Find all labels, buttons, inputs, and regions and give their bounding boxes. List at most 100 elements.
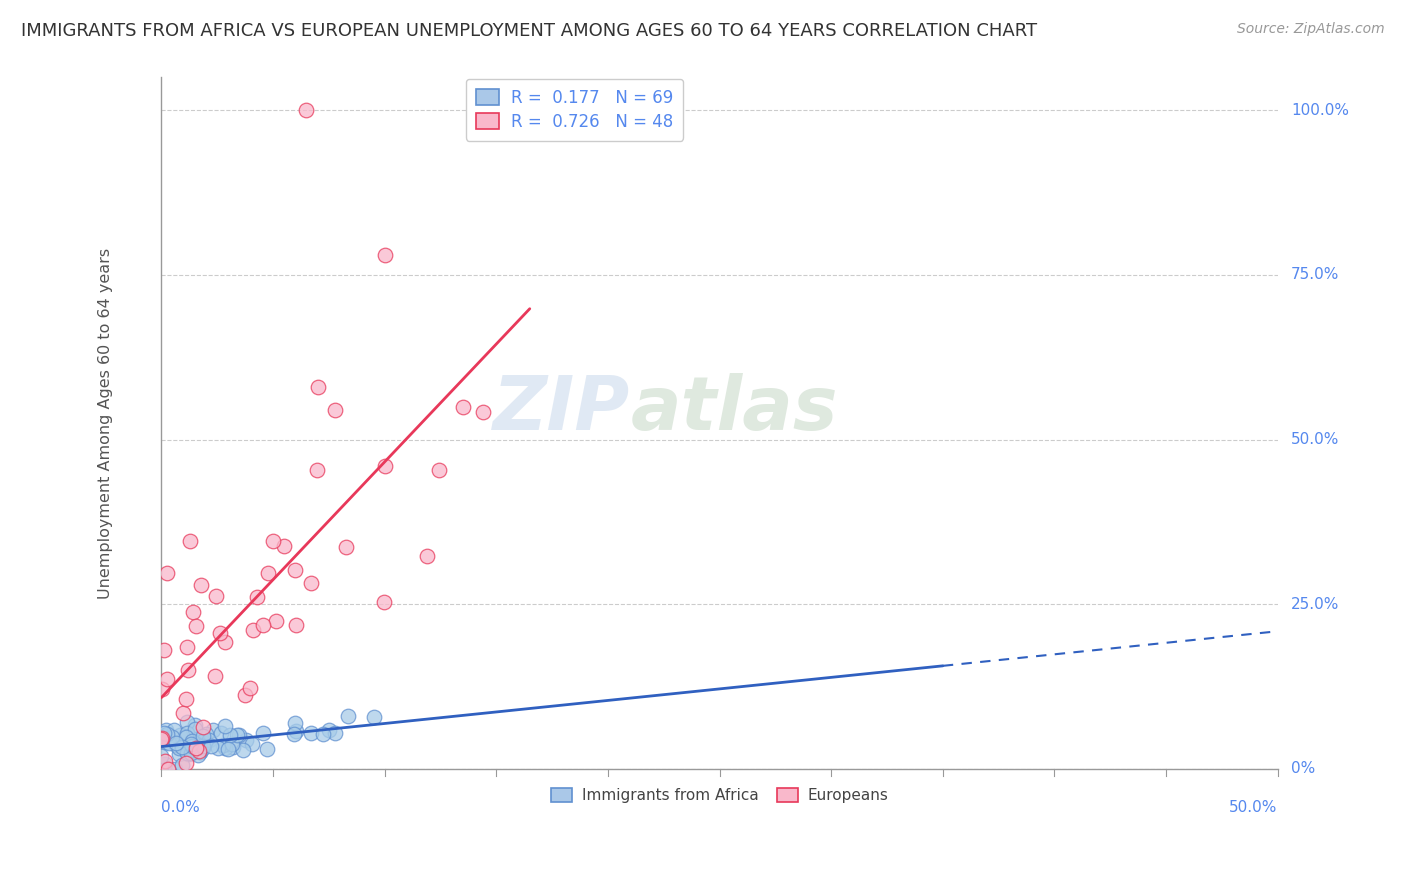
Point	[157, 762, 180, 776]
Point	[209, 726, 232, 740]
Point	[176, 692, 198, 706]
Point	[256, 566, 278, 580]
Point	[219, 728, 242, 742]
Point	[184, 718, 207, 732]
Point	[222, 740, 245, 755]
Point	[295, 103, 318, 118]
Point	[208, 626, 231, 640]
Point	[373, 595, 395, 609]
Point	[153, 756, 176, 771]
Point	[214, 719, 236, 733]
Point	[284, 617, 307, 632]
Point	[191, 739, 214, 753]
Point	[188, 745, 211, 759]
Point	[183, 738, 205, 752]
Point	[177, 664, 200, 678]
Point	[242, 624, 264, 638]
Point	[198, 732, 221, 747]
Point	[169, 728, 191, 742]
Point	[312, 727, 335, 741]
Point	[252, 618, 274, 632]
Point	[170, 740, 193, 755]
Point	[167, 747, 190, 762]
Point	[217, 742, 239, 756]
Point	[180, 746, 202, 760]
Point	[232, 743, 254, 757]
Point	[429, 462, 451, 476]
Text: 50.0%: 50.0%	[1291, 432, 1340, 447]
Text: Unemployment Among Ages 60 to 64 years: Unemployment Among Ages 60 to 64 years	[98, 247, 112, 599]
Point	[153, 726, 176, 740]
Point	[184, 619, 207, 633]
Point	[205, 589, 228, 603]
Point	[273, 539, 295, 553]
Point	[283, 727, 305, 741]
Text: Source: ZipAtlas.com: Source: ZipAtlas.com	[1237, 22, 1385, 37]
Point	[188, 745, 211, 759]
Point	[252, 725, 274, 739]
Point	[191, 729, 214, 743]
Point	[157, 736, 180, 750]
Point	[186, 740, 208, 755]
Point	[155, 723, 177, 737]
Point	[153, 755, 176, 769]
Point	[181, 605, 204, 619]
Point	[163, 762, 186, 776]
Point	[305, 463, 328, 477]
Point	[262, 534, 284, 549]
Text: atlas: atlas	[630, 373, 838, 446]
Point	[184, 737, 207, 751]
Point	[188, 739, 211, 753]
Point	[156, 673, 179, 687]
Point	[204, 668, 226, 682]
Point	[165, 739, 187, 753]
Text: 50.0%: 50.0%	[1229, 800, 1278, 814]
Point	[174, 756, 197, 770]
Point	[150, 748, 173, 763]
Point	[172, 758, 194, 772]
Point	[162, 730, 184, 744]
Point	[363, 710, 385, 724]
Point	[156, 566, 179, 580]
Point	[186, 731, 208, 746]
Text: 75.0%: 75.0%	[1291, 268, 1340, 283]
Point	[323, 726, 346, 740]
Point	[451, 400, 474, 414]
Point	[155, 735, 177, 749]
Point	[284, 563, 307, 577]
Point	[150, 731, 173, 746]
Point	[194, 727, 217, 741]
Point	[191, 741, 214, 756]
Point	[471, 405, 494, 419]
Point	[240, 737, 263, 751]
Point	[184, 723, 207, 737]
Point	[201, 723, 224, 737]
Point	[374, 459, 396, 474]
Point	[174, 731, 197, 745]
Point	[239, 681, 262, 696]
Point	[180, 737, 202, 751]
Point	[193, 736, 215, 750]
Point	[214, 741, 236, 756]
Point	[228, 728, 250, 742]
Text: ZIP: ZIP	[494, 373, 630, 446]
Point	[225, 729, 247, 743]
Point	[299, 726, 322, 740]
Point	[176, 726, 198, 740]
Text: 0%: 0%	[1291, 761, 1316, 776]
Point	[233, 688, 256, 702]
Point	[150, 731, 173, 745]
Point	[374, 248, 396, 262]
Point	[416, 549, 439, 563]
Point	[156, 727, 179, 741]
Point	[246, 590, 269, 604]
Point	[169, 741, 191, 756]
Text: 0.0%: 0.0%	[162, 800, 200, 814]
Point	[190, 577, 212, 591]
Point	[335, 540, 357, 554]
Point	[307, 380, 329, 394]
Point	[284, 715, 307, 730]
Point	[177, 747, 200, 762]
Point	[181, 739, 204, 753]
Point	[176, 746, 198, 760]
